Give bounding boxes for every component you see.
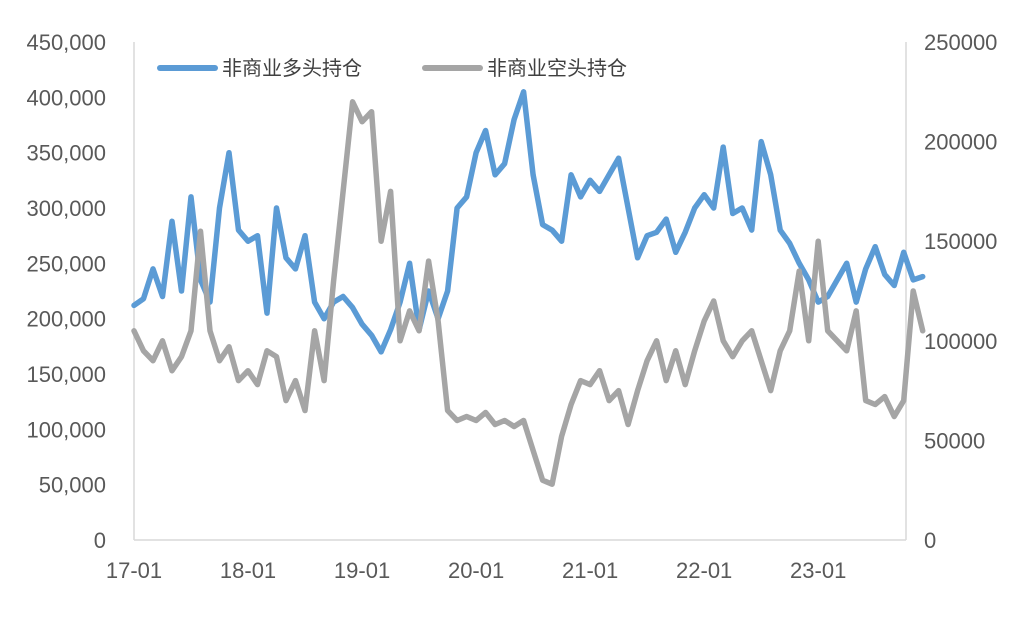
series-line-1 [131,89,926,355]
x-axis-ticks: 17-01 18-01 19-01 20-01 21-01 22-01 23-01 [106,558,846,583]
left-tick-label: 350,000 [26,141,106,166]
left-axis-ticks: 0 50,000 100,000 150,000 200,000 250,000 300,0… [26,30,106,553]
x-tick-label: 21-01 [562,558,618,583]
right-axis-ticks: 0 50000 100000 150000 200000 250000 [924,30,997,553]
x-tick-label: 19-01 [334,558,390,583]
right-tick-label: 100000 [924,329,997,354]
x-tick-label: 22-01 [676,558,732,583]
x-tick-label: 20-01 [448,558,504,583]
x-tick-label: 17-01 [106,558,162,583]
left-tick-label: 300,000 [26,196,106,221]
right-tick-label: 0 [924,528,936,553]
legend-label: 非商业多头持仓 [222,56,362,80]
right-tick-label: 250000 [924,30,997,55]
right-tick-label: 150000 [924,229,997,254]
left-tick-label: 200,000 [26,307,106,332]
left-tick-label: 450,000 [26,30,106,55]
plot-area [133,42,907,541]
right-tick-label: 50000 [924,428,985,453]
left-tick-label: 50,000 [39,473,106,498]
legend-label: 非商业空头持仓 [487,56,627,80]
x-tick-label: 18-01 [220,558,276,583]
left-tick-label: 400,000 [26,85,106,110]
left-tick-label: 100,000 [26,417,106,442]
left-tick-label: 0 [94,528,106,553]
series-group [131,89,926,487]
right-tick-label: 200000 [924,130,997,155]
left-tick-label: 250,000 [26,251,106,276]
left-tick-label: 150,000 [26,362,106,387]
legend: 非商业多头持仓 非商业空头持仓 [157,56,627,80]
series-line-2 [131,99,926,487]
x-tick-label: 23-01 [790,558,846,583]
